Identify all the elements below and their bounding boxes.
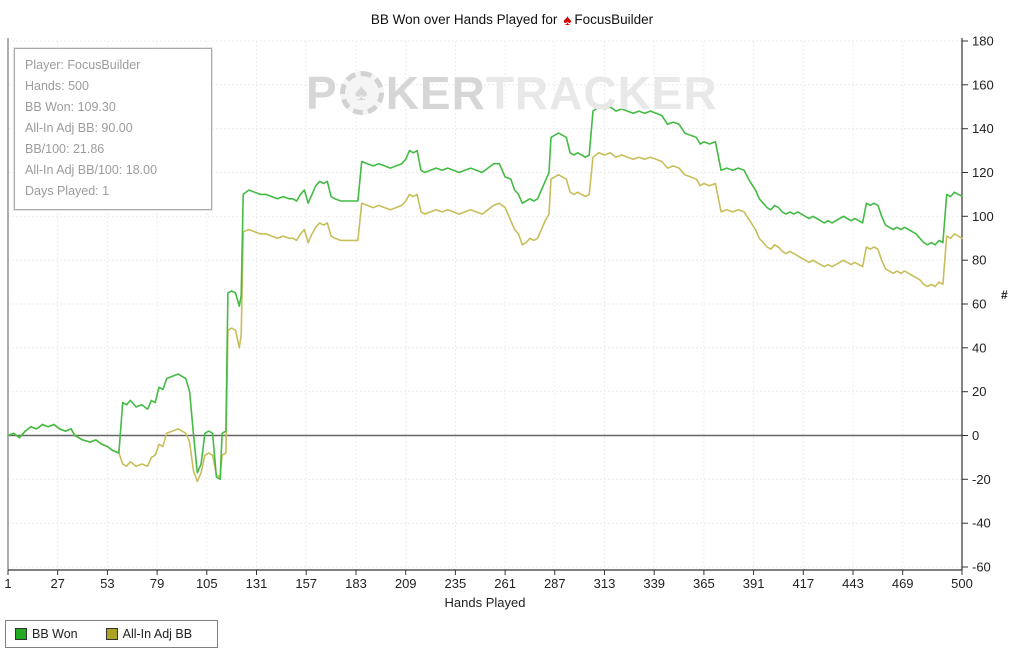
svg-text:235: 235 bbox=[445, 576, 467, 591]
svg-text:160: 160 bbox=[972, 77, 994, 92]
svg-text:469: 469 bbox=[892, 576, 914, 591]
svg-text:120: 120 bbox=[972, 165, 994, 180]
svg-text:339: 339 bbox=[643, 576, 665, 591]
stat-all-in-adj-bb: All-In Adj BB: 90.00 bbox=[25, 121, 133, 135]
svg-text:79: 79 bbox=[150, 576, 164, 591]
y-axis-title: # bbox=[1001, 288, 1008, 302]
svg-text:183: 183 bbox=[345, 576, 367, 591]
svg-text:443: 443 bbox=[842, 576, 864, 591]
spade-icon: ♠ bbox=[563, 12, 572, 29]
x-axis-title: Hands Played bbox=[444, 595, 526, 610]
chart-title-player: FocusBuilder bbox=[574, 12, 654, 27]
chart-title: BB Won over Hands Played for ♠ FocusBuilde… bbox=[0, 11, 1024, 29]
svg-text:180: 180 bbox=[972, 34, 994, 49]
svg-text:1: 1 bbox=[4, 576, 11, 591]
bb-won-swatch-icon bbox=[15, 628, 27, 640]
legend: BB Won All-In Adj BB bbox=[5, 620, 218, 648]
stat-all-in-adj-bb-100: All-In Adj BB/100: 18.00 bbox=[25, 163, 158, 177]
stat-bb-won: BB Won: 109.30 bbox=[25, 100, 116, 114]
stat-days-played: Days Played: 1 bbox=[25, 184, 110, 198]
svg-text:-60: -60 bbox=[972, 560, 991, 575]
svg-text:365: 365 bbox=[693, 576, 715, 591]
svg-text:100: 100 bbox=[972, 209, 994, 224]
svg-text:391: 391 bbox=[743, 576, 765, 591]
all-in-adj-bb-label: All-In Adj BB bbox=[122, 627, 193, 641]
pokertracker-watermark: P ♠ KER TRACKER bbox=[306, 66, 718, 120]
bb-won-label: BB Won bbox=[32, 627, 78, 641]
svg-text:131: 131 bbox=[246, 576, 268, 591]
svg-text:80: 80 bbox=[972, 253, 986, 268]
poker-chip-icon: ♠ bbox=[339, 71, 384, 115]
svg-text:40: 40 bbox=[972, 340, 986, 355]
svg-text:-40: -40 bbox=[972, 516, 991, 531]
legend-item-all-in-adj-bb: All-In Adj BB bbox=[105, 627, 193, 641]
legend-item-bb-won: BB Won bbox=[15, 627, 78, 641]
svg-text:140: 140 bbox=[972, 121, 994, 136]
watermark-ker: KER bbox=[385, 67, 486, 119]
svg-text:287: 287 bbox=[544, 576, 566, 591]
watermark-p: P bbox=[306, 67, 338, 119]
svg-text:261: 261 bbox=[494, 576, 516, 591]
svg-text:417: 417 bbox=[792, 576, 814, 591]
svg-text:157: 157 bbox=[295, 576, 317, 591]
stat-hands: Hands: 500 bbox=[25, 79, 89, 93]
stat-player: Player: FocusBuilder bbox=[25, 58, 141, 72]
svg-text:60: 60 bbox=[972, 297, 986, 312]
svg-text:53: 53 bbox=[100, 576, 114, 591]
svg-text:500: 500 bbox=[951, 576, 973, 591]
svg-text:209: 209 bbox=[395, 576, 417, 591]
chart-title-prefix: BB Won over Hands Played for bbox=[370, 12, 558, 27]
svg-text:-20: -20 bbox=[972, 472, 991, 487]
watermark-tracker: TRACKER bbox=[485, 67, 718, 119]
stat-bb-100: BB/100: 21.86 bbox=[25, 142, 105, 156]
svg-text:0: 0 bbox=[972, 428, 979, 443]
svg-text:105: 105 bbox=[196, 576, 218, 591]
player-stats-box: Player: FocusBuilder Hands: 500 BB Won: … bbox=[14, 48, 212, 210]
svg-text:313: 313 bbox=[594, 576, 616, 591]
svg-text:20: 20 bbox=[972, 384, 986, 399]
svg-text:27: 27 bbox=[50, 576, 64, 591]
all-in-adj-bb-swatch-icon bbox=[105, 628, 118, 640]
